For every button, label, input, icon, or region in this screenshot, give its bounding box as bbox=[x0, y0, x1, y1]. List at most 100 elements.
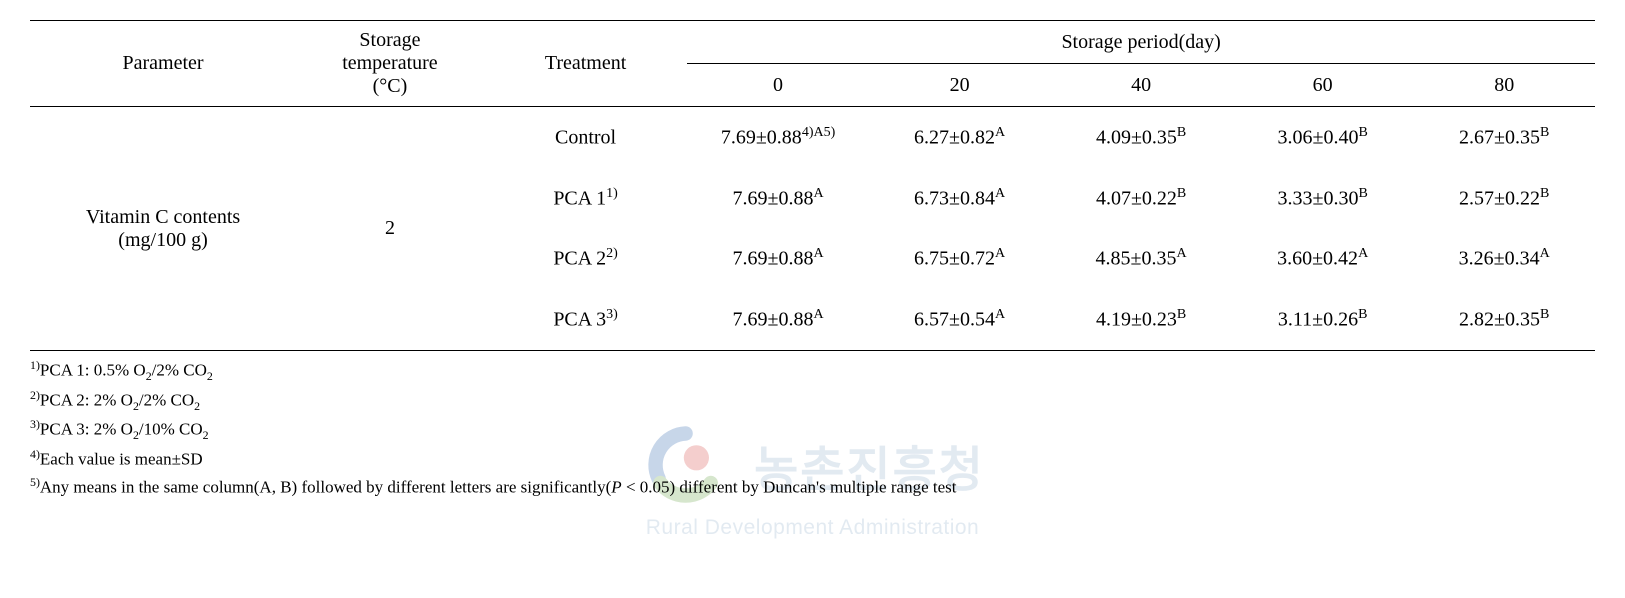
treatment-cell: PCA 11) bbox=[484, 168, 687, 229]
param-l2: (mg/100 g) bbox=[118, 229, 207, 251]
cell-sup: B bbox=[1358, 186, 1367, 201]
fn-text: Each value is mean±SD bbox=[40, 450, 203, 469]
watermark-sub-text: Rural Development Administration bbox=[646, 516, 979, 540]
cell-val: 7.69±0.88 bbox=[721, 127, 802, 149]
col-day-80: 80 bbox=[1413, 64, 1595, 107]
treatment-cell: Control bbox=[484, 107, 687, 168]
cell-val: 7.69±0.88 bbox=[732, 309, 813, 331]
fn-sup: 3) bbox=[30, 417, 40, 431]
fn-text: PCA 2: 2% O bbox=[40, 390, 133, 409]
cell-val: 2.67±0.35 bbox=[1459, 127, 1540, 149]
col-day-40: 40 bbox=[1050, 64, 1232, 107]
cell-sup: A bbox=[1177, 246, 1187, 261]
fn-sub: 2 bbox=[194, 399, 200, 413]
cell-sup: A bbox=[995, 186, 1005, 201]
data-cell: 3.11±0.26B bbox=[1232, 289, 1414, 350]
cell-sup: B bbox=[1177, 307, 1186, 322]
treatment-cell: PCA 22) bbox=[484, 228, 687, 289]
data-cell: 3.33±0.30B bbox=[1232, 168, 1414, 229]
data-cell: 3.26±0.34A bbox=[1413, 228, 1595, 289]
cell-val: 3.60±0.42 bbox=[1277, 248, 1358, 270]
cell-sup: A bbox=[813, 246, 823, 261]
data-cell: 7.69±0.88A bbox=[687, 168, 869, 229]
cell-sup: B bbox=[1177, 186, 1186, 201]
col-treatment: Treatment bbox=[484, 21, 687, 107]
cell-sup: A bbox=[995, 246, 1005, 261]
cell-sup: A bbox=[995, 125, 1005, 140]
param-l1: Vitamin C contents bbox=[86, 206, 240, 228]
footnote-2: 2)PCA 2: 2% O2/2% CO2 bbox=[30, 387, 1595, 416]
cell-val: 3.26±0.34 bbox=[1459, 248, 1540, 270]
data-cell: 6.73±0.84A bbox=[869, 168, 1051, 229]
cell-sup: A bbox=[995, 307, 1005, 322]
data-cell: 6.57±0.54A bbox=[869, 289, 1051, 350]
temp-line3: (°C) bbox=[373, 75, 408, 97]
data-cell: 6.75±0.72A bbox=[869, 228, 1051, 289]
footnote-5: 5)Any means in the same column(A, B) fol… bbox=[30, 474, 1595, 500]
col-day-0: 0 bbox=[687, 64, 869, 107]
col-parameter: Parameter bbox=[30, 21, 296, 107]
cell-val: 4.85±0.35 bbox=[1096, 248, 1177, 270]
temperature-cell: 2 bbox=[296, 107, 484, 351]
cell-val: 6.57±0.54 bbox=[914, 309, 995, 331]
cell-sup: B bbox=[1540, 125, 1549, 140]
cell-sup: B bbox=[1358, 125, 1367, 140]
cell-val: 6.27±0.82 bbox=[914, 127, 995, 149]
data-cell: 7.69±0.88A bbox=[687, 289, 869, 350]
fn-sup: 5) bbox=[30, 475, 40, 489]
fn-text: /2% CO bbox=[139, 390, 194, 409]
fn-text: < 0.05) different by Duncan's multiple r… bbox=[622, 477, 957, 496]
fn-text: PCA 1: 0.5% O bbox=[40, 360, 146, 379]
cell-sup: B bbox=[1358, 307, 1367, 322]
data-cell: 4.85±0.35A bbox=[1050, 228, 1232, 289]
cell-val: 7.69±0.88 bbox=[732, 187, 813, 209]
footnote-1: 1)PCA 1: 0.5% O2/2% CO2 bbox=[30, 357, 1595, 386]
cell-sup: 4)A5) bbox=[802, 125, 835, 140]
data-cell: 3.60±0.42A bbox=[1232, 228, 1414, 289]
cell-val: 3.33±0.30 bbox=[1277, 187, 1358, 209]
treat-sup: 2) bbox=[606, 246, 618, 261]
cell-sup: A bbox=[1540, 246, 1550, 261]
cell-val: 3.06±0.40 bbox=[1277, 127, 1358, 149]
cell-val: 6.73±0.84 bbox=[914, 187, 995, 209]
fn-text: /10% CO bbox=[139, 420, 203, 439]
treat-sup: 3) bbox=[606, 307, 618, 322]
cell-sup: B bbox=[1177, 125, 1186, 140]
footnote-3: 3)PCA 3: 2% O2/10% CO2 bbox=[30, 416, 1595, 445]
fn-sub: 2 bbox=[207, 369, 213, 383]
table-body: Vitamin C contents (mg/100 g) 2 Control … bbox=[30, 107, 1595, 351]
fn-sup: 2) bbox=[30, 388, 40, 402]
parameter-cell: Vitamin C contents (mg/100 g) bbox=[30, 107, 296, 351]
treat-sup: 1) bbox=[606, 186, 618, 201]
data-cell: 3.06±0.40B bbox=[1232, 107, 1414, 168]
col-day-20: 20 bbox=[869, 64, 1051, 107]
footnotes: 1)PCA 1: 0.5% O2/2% CO2 2)PCA 2: 2% O2/2… bbox=[30, 357, 1595, 500]
treatment-cell: PCA 33) bbox=[484, 289, 687, 350]
treat-label: PCA 3 bbox=[553, 309, 606, 331]
cell-sup: A bbox=[1358, 246, 1368, 261]
footnote-4: 4)Each value is mean±SD bbox=[30, 446, 1595, 472]
fn-text: PCA 3: 2% O bbox=[40, 420, 133, 439]
col-day-60: 60 bbox=[1232, 64, 1414, 107]
cell-val: 7.69±0.88 bbox=[732, 248, 813, 270]
fn-pvar: P bbox=[611, 477, 621, 496]
fn-sup: 4) bbox=[30, 447, 40, 461]
fn-sup: 1) bbox=[30, 358, 40, 372]
cell-val: 2.57±0.22 bbox=[1459, 187, 1540, 209]
table-row: Vitamin C contents (mg/100 g) 2 Control … bbox=[30, 107, 1595, 168]
temp-line2: temperature bbox=[342, 52, 438, 74]
treat-label: Control bbox=[555, 127, 616, 149]
data-cell: 4.07±0.22B bbox=[1050, 168, 1232, 229]
cell-val: 4.19±0.23 bbox=[1096, 309, 1177, 331]
cell-val: 4.07±0.22 bbox=[1096, 187, 1177, 209]
data-cell: 7.69±0.884)A5) bbox=[687, 107, 869, 168]
treat-label: PCA 2 bbox=[553, 248, 606, 270]
cell-val: 2.82±0.35 bbox=[1459, 309, 1540, 331]
cell-sup: A bbox=[813, 186, 823, 201]
data-cell: 6.27±0.82A bbox=[869, 107, 1051, 168]
data-cell: 2.57±0.22B bbox=[1413, 168, 1595, 229]
data-table: Parameter Storage temperature (°C) Treat… bbox=[30, 20, 1595, 351]
fn-text: Any means in the same column(A, B) follo… bbox=[40, 477, 611, 496]
col-storage-temp: Storage temperature (°C) bbox=[296, 21, 484, 107]
cell-sup: A bbox=[813, 307, 823, 322]
